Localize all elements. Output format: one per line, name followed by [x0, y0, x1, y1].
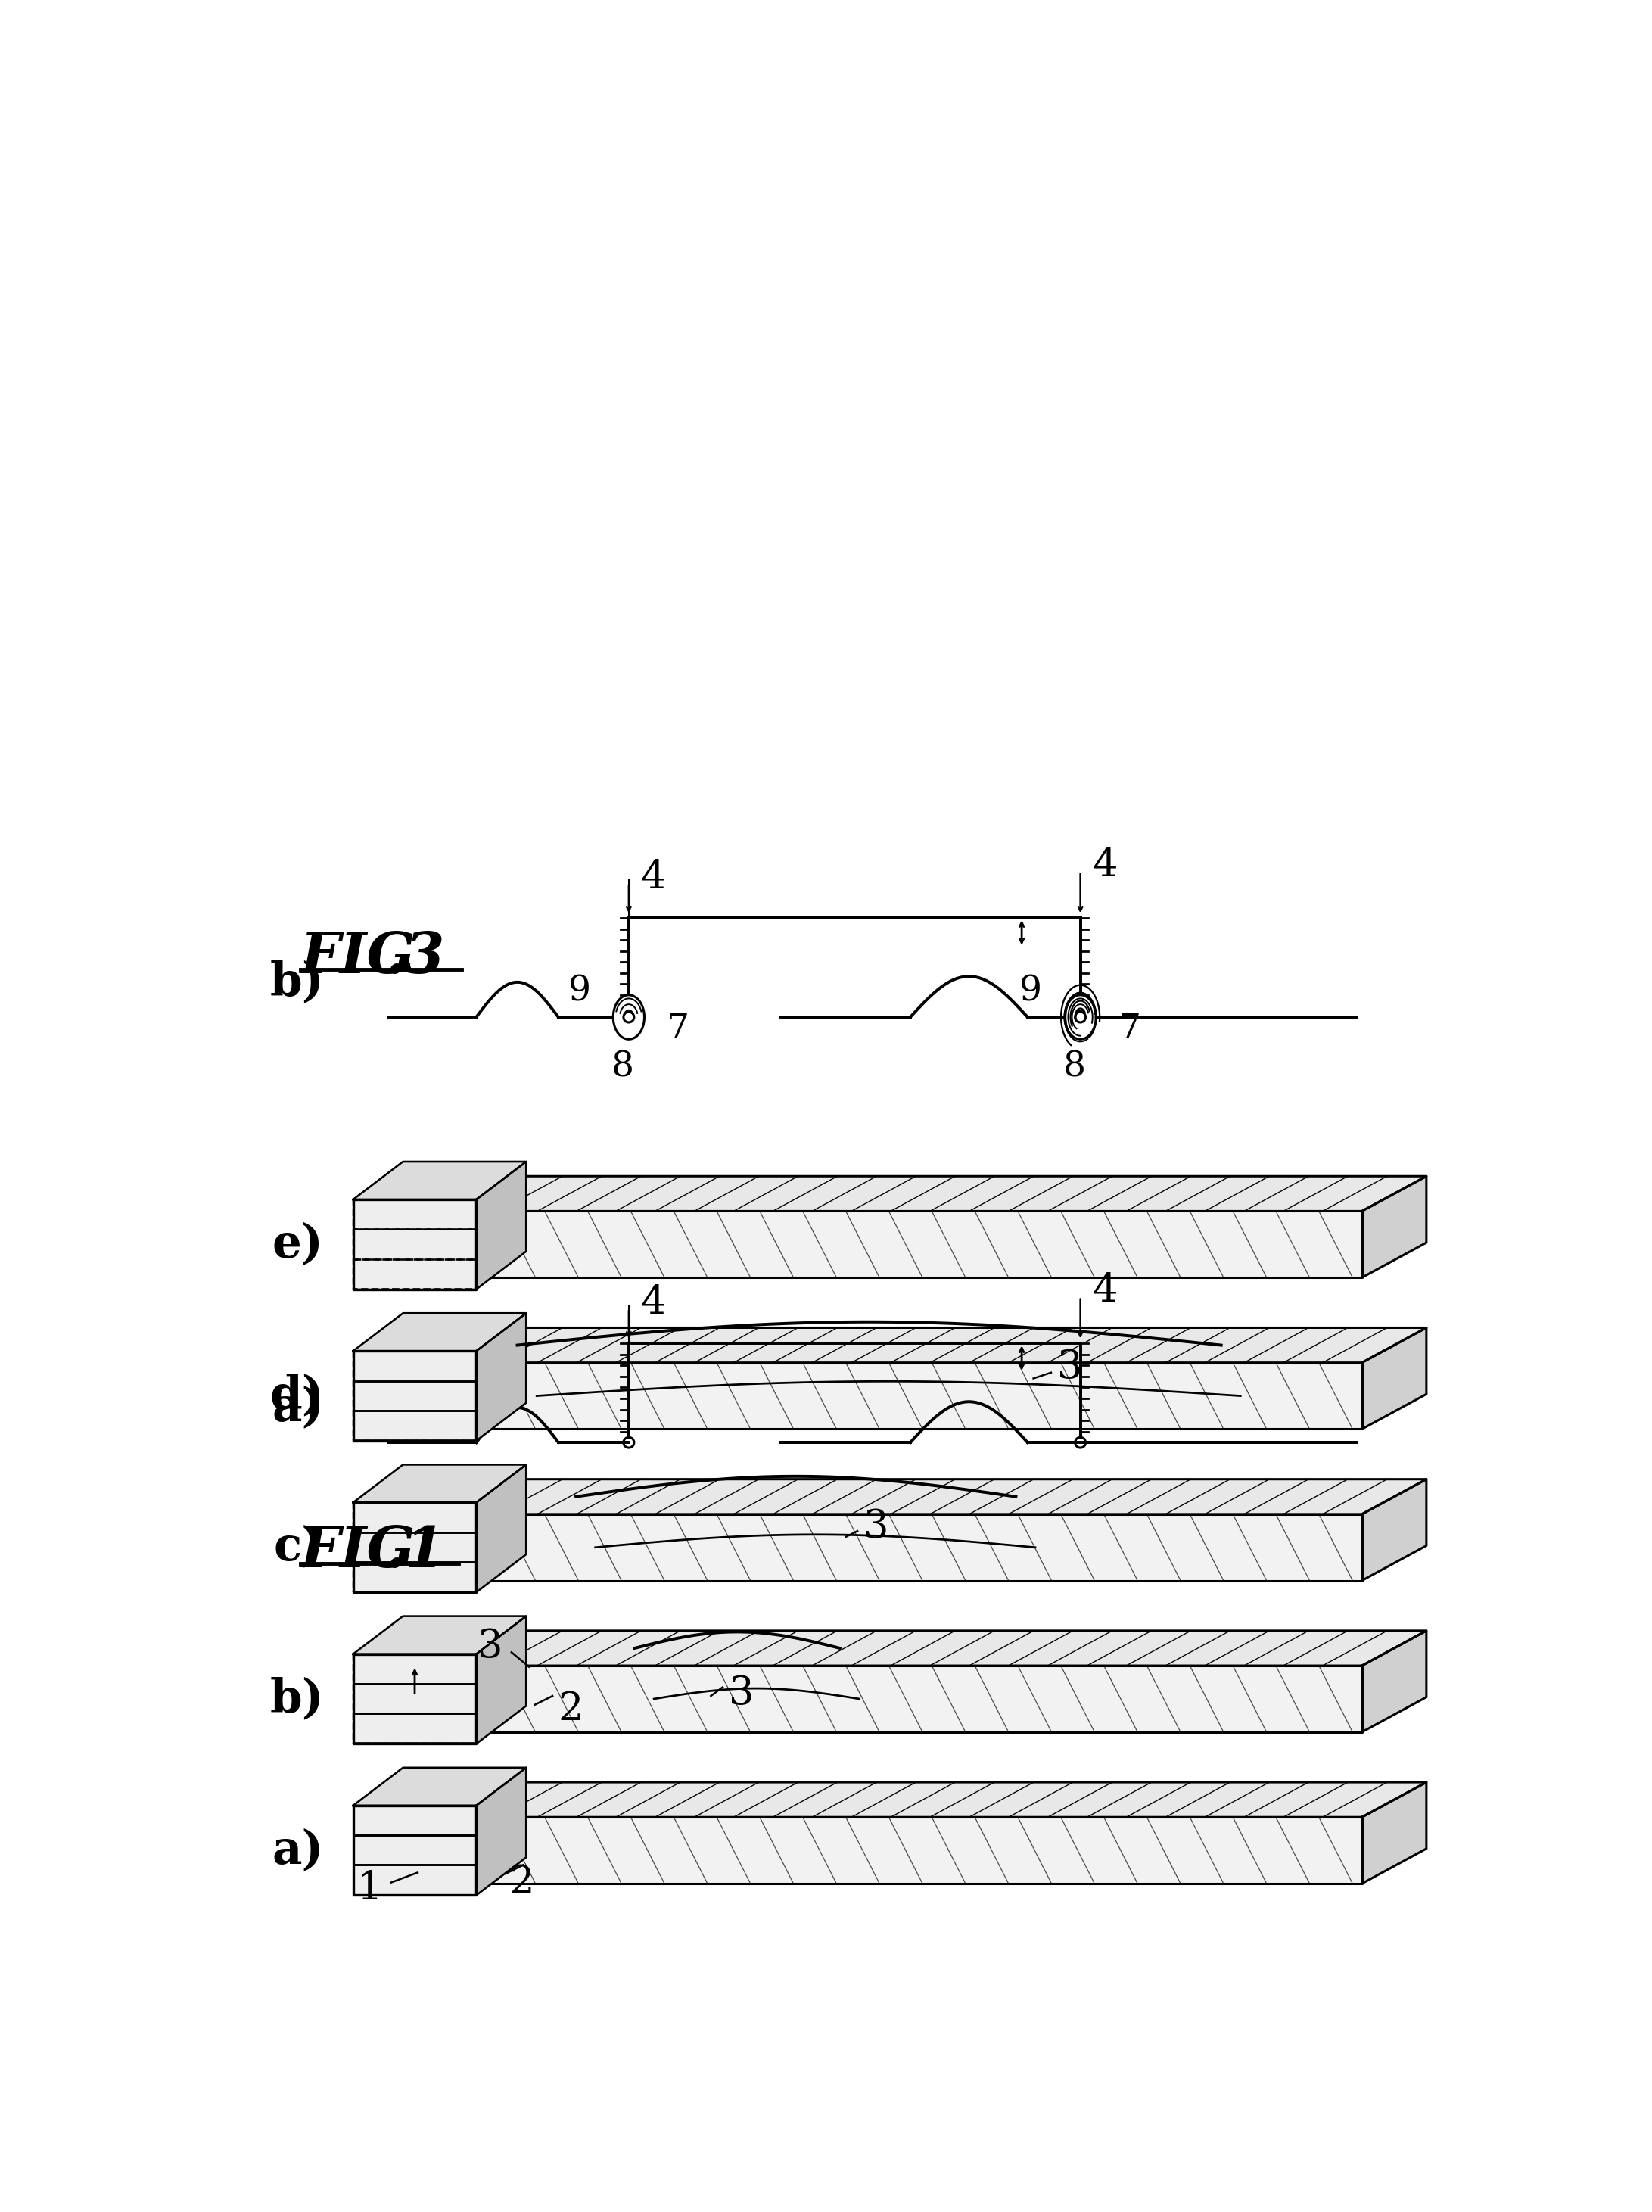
Polygon shape	[459, 1818, 1361, 1885]
Text: FIG: FIG	[301, 929, 416, 984]
Polygon shape	[354, 1352, 476, 1380]
Polygon shape	[613, 995, 644, 1040]
Polygon shape	[354, 1836, 476, 1865]
Text: 7: 7	[667, 1011, 689, 1046]
Text: 1: 1	[357, 1869, 383, 1907]
Polygon shape	[354, 1464, 525, 1502]
Text: d): d)	[269, 1374, 324, 1418]
Polygon shape	[354, 1502, 476, 1533]
Text: 3: 3	[1057, 1347, 1082, 1387]
Polygon shape	[459, 1666, 1361, 1732]
Polygon shape	[459, 1783, 1426, 1818]
Polygon shape	[459, 1515, 1361, 1582]
Text: a): a)	[273, 1827, 324, 1874]
Text: .3: .3	[385, 929, 444, 984]
Text: 3: 3	[729, 1674, 753, 1712]
Polygon shape	[459, 1480, 1426, 1515]
Text: c): c)	[274, 1524, 324, 1571]
Polygon shape	[476, 1161, 525, 1290]
Polygon shape	[1361, 1630, 1426, 1732]
Text: 2: 2	[509, 1863, 534, 1902]
Polygon shape	[476, 1314, 525, 1440]
Text: .1: .1	[385, 1524, 444, 1579]
Polygon shape	[1361, 1327, 1426, 1429]
Text: a): a)	[273, 1385, 324, 1431]
Polygon shape	[354, 1314, 525, 1352]
Text: 4: 4	[641, 1283, 666, 1323]
Polygon shape	[354, 1533, 476, 1562]
Polygon shape	[354, 1411, 476, 1440]
Polygon shape	[1361, 1480, 1426, 1582]
Polygon shape	[354, 1805, 476, 1836]
Polygon shape	[476, 1464, 525, 1593]
Polygon shape	[354, 1259, 476, 1290]
Polygon shape	[354, 1655, 476, 1683]
Text: 4: 4	[1092, 1272, 1117, 1310]
Text: FIG: FIG	[301, 1524, 416, 1579]
Polygon shape	[354, 1683, 476, 1714]
Text: 3: 3	[864, 1509, 889, 1546]
Text: e): e)	[273, 1221, 324, 1267]
Text: 3: 3	[477, 1628, 502, 1666]
Polygon shape	[354, 1380, 476, 1411]
Text: 8: 8	[1064, 1048, 1085, 1084]
Polygon shape	[354, 1230, 476, 1259]
Text: 2: 2	[558, 1690, 583, 1728]
Text: 8: 8	[611, 1048, 634, 1084]
Polygon shape	[354, 1562, 476, 1593]
Polygon shape	[459, 1630, 1426, 1666]
Text: b): b)	[269, 1677, 324, 1721]
Polygon shape	[354, 1865, 476, 1896]
Polygon shape	[459, 1177, 1426, 1212]
Text: b): b)	[269, 960, 324, 1004]
Polygon shape	[459, 1212, 1361, 1279]
Text: 7: 7	[1118, 1011, 1142, 1046]
Polygon shape	[354, 1617, 525, 1655]
Text: 9: 9	[568, 973, 591, 1009]
Polygon shape	[459, 1327, 1426, 1363]
Polygon shape	[476, 1617, 525, 1743]
Polygon shape	[354, 1767, 525, 1805]
Text: 4: 4	[1092, 847, 1117, 885]
Polygon shape	[459, 1363, 1361, 1429]
Text: 4: 4	[641, 858, 666, 896]
Polygon shape	[1361, 1783, 1426, 1885]
Polygon shape	[1066, 995, 1095, 1040]
Polygon shape	[1361, 1177, 1426, 1279]
Polygon shape	[354, 1161, 525, 1199]
Polygon shape	[354, 1199, 476, 1230]
Text: 9: 9	[1019, 973, 1042, 1009]
Polygon shape	[476, 1767, 525, 1896]
Polygon shape	[354, 1714, 476, 1743]
